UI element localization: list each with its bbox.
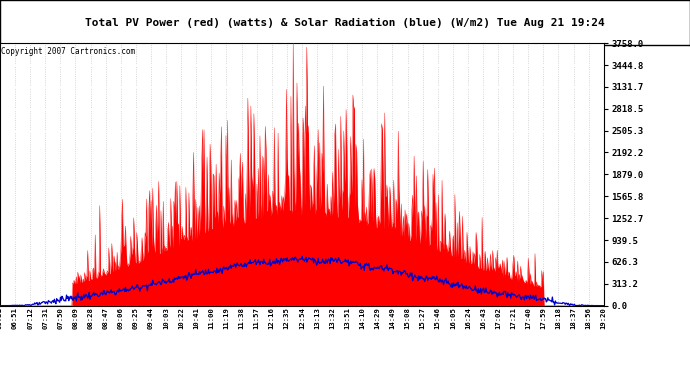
Text: Copyright 2007 Cartronics.com: Copyright 2007 Cartronics.com <box>1 47 135 56</box>
Text: Total PV Power (red) (watts) & Solar Radiation (blue) (W/m2) Tue Aug 21 19:24: Total PV Power (red) (watts) & Solar Rad… <box>85 18 605 27</box>
